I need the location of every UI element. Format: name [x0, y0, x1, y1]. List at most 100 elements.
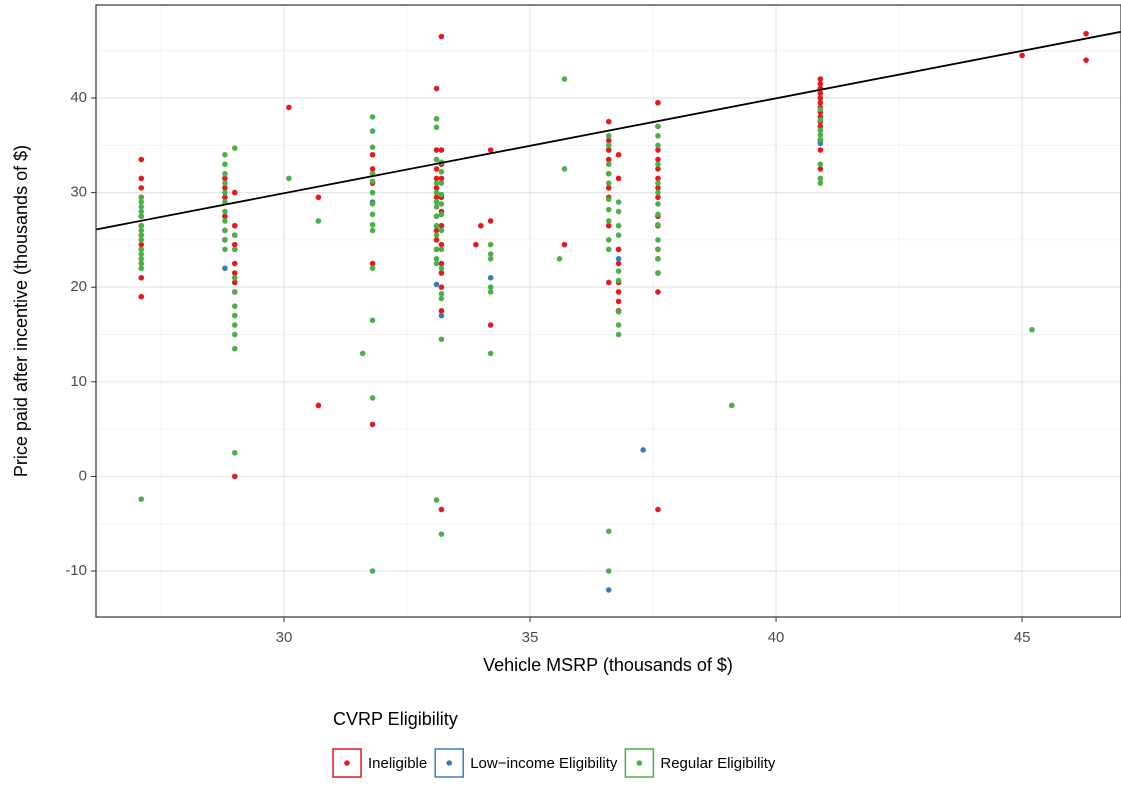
point [655, 156, 661, 163]
point [438, 336, 445, 343]
point [433, 497, 440, 503]
point [369, 221, 376, 228]
point [231, 241, 238, 248]
point [433, 175, 440, 182]
point [369, 568, 376, 574]
point [487, 350, 494, 357]
point [222, 189, 228, 196]
point [605, 137, 612, 144]
point [138, 208, 145, 215]
point [138, 199, 145, 205]
point [438, 227, 445, 234]
point [478, 222, 484, 229]
point [433, 199, 440, 205]
x-axis-title: Vehicle MSRP (thousands of $) [483, 655, 733, 675]
point [817, 127, 824, 133]
point [655, 194, 661, 201]
point [817, 180, 824, 186]
point [817, 116, 824, 123]
point [615, 289, 622, 295]
point [222, 170, 228, 177]
point [138, 237, 145, 243]
point [655, 175, 661, 182]
point [817, 76, 824, 82]
point [222, 213, 228, 220]
legend-key [434, 748, 464, 778]
point [231, 312, 238, 319]
point [615, 256, 622, 262]
point [138, 260, 145, 267]
x-tick-label: 30 [276, 629, 293, 646]
point [655, 237, 661, 243]
point [433, 166, 440, 172]
point [438, 284, 445, 291]
point [138, 156, 145, 163]
point [369, 189, 376, 196]
point [605, 196, 612, 203]
point [605, 587, 612, 593]
point [369, 227, 376, 234]
point [487, 274, 494, 281]
point [222, 161, 228, 168]
point [561, 241, 568, 248]
point [222, 227, 228, 234]
point [438, 312, 445, 319]
point [817, 132, 824, 138]
point [138, 274, 145, 281]
point [231, 331, 238, 338]
point [222, 180, 228, 186]
point [605, 218, 612, 224]
point [231, 322, 238, 328]
point [615, 199, 622, 205]
point [605, 237, 612, 243]
point [605, 118, 612, 125]
point [817, 99, 824, 106]
point [728, 402, 735, 409]
point [222, 151, 228, 158]
point [222, 218, 228, 224]
point [222, 237, 228, 243]
point [605, 279, 612, 286]
point [561, 166, 568, 172]
point [231, 189, 238, 196]
point [487, 284, 494, 291]
point [369, 114, 376, 120]
point [605, 170, 612, 177]
point [473, 241, 479, 248]
point [231, 274, 238, 281]
legend-label: Ineligible [368, 755, 427, 772]
point [817, 147, 824, 153]
point [231, 473, 238, 480]
point [655, 133, 661, 139]
legend-label: Regular Eligibility [660, 755, 776, 772]
point [222, 208, 228, 215]
point [433, 194, 440, 201]
point [433, 156, 440, 163]
trend-line [95, 30, 1121, 231]
point [655, 185, 661, 191]
y-tick-label: 30 [70, 184, 87, 201]
point [605, 206, 612, 213]
point [655, 189, 661, 196]
point [605, 528, 612, 535]
point [369, 166, 376, 172]
point [433, 222, 440, 229]
point [438, 506, 445, 513]
point [433, 189, 440, 196]
point [655, 270, 661, 276]
point [438, 211, 445, 218]
panel-border [95, 4, 1121, 618]
point [222, 175, 228, 182]
x-tick-label: 45 [1014, 629, 1031, 646]
point [438, 241, 445, 248]
point [231, 246, 238, 253]
point [655, 211, 661, 218]
point [615, 260, 622, 267]
point [655, 506, 661, 513]
point [615, 246, 622, 253]
point [487, 289, 494, 295]
point [438, 33, 445, 40]
point [615, 331, 622, 338]
point [138, 232, 145, 238]
point [438, 147, 445, 153]
